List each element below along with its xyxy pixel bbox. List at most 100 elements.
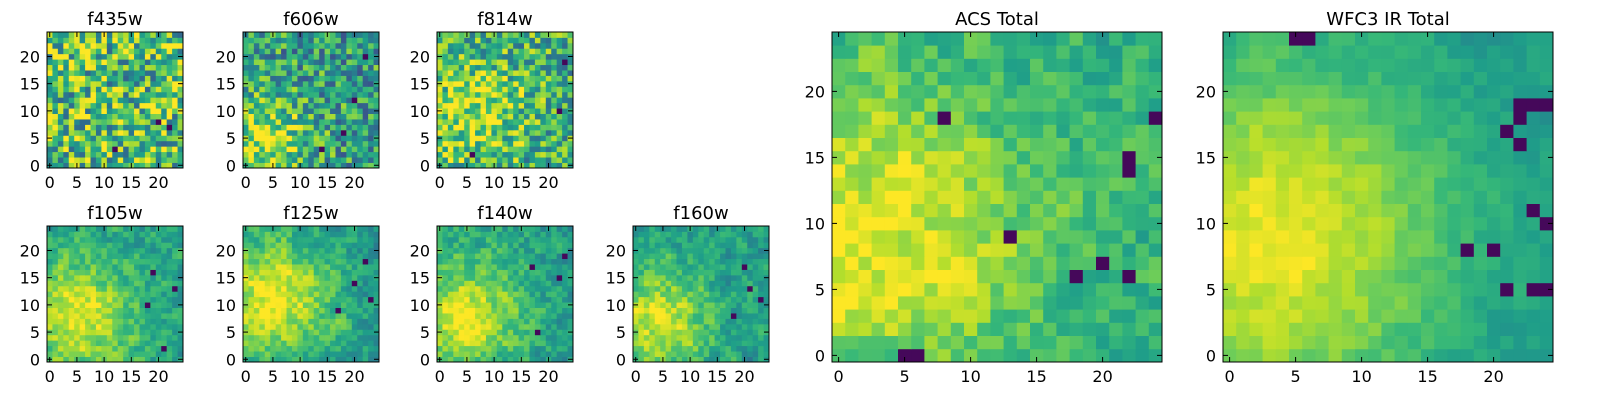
- heatmap-cell: [287, 329, 293, 335]
- heatmap-cell: [502, 248, 508, 254]
- heatmap-cell: [519, 141, 525, 147]
- heatmap-cell: [74, 37, 80, 43]
- heatmap-cell: [134, 286, 140, 292]
- heatmap-cell: [58, 86, 64, 92]
- heatmap-cell: [529, 270, 535, 276]
- heatmap-cell: [453, 146, 459, 152]
- heatmap-cell: [308, 275, 314, 281]
- heatmap-cell: [134, 275, 140, 281]
- heatmap-cell: [145, 54, 151, 60]
- heatmap-cell: [270, 92, 276, 98]
- heatmap-cell: [330, 280, 336, 286]
- heatmap-cell: [346, 157, 352, 163]
- y-tick-label: 15: [20, 269, 40, 288]
- heatmap-cell: [698, 237, 704, 243]
- heatmap-cell: [1030, 204, 1044, 218]
- heatmap-cell: [341, 335, 347, 341]
- heatmap-cell: [671, 280, 677, 286]
- heatmap-cell: [248, 141, 254, 147]
- heatmap-cell: [335, 259, 341, 265]
- heatmap-cell: [335, 157, 341, 163]
- heatmap-cell: [74, 59, 80, 65]
- heatmap-cell: [314, 124, 320, 130]
- heatmap-cell: [63, 81, 69, 87]
- heatmap-cell: [319, 231, 325, 237]
- heatmap-cell: [529, 37, 535, 43]
- heatmap-cell: [134, 297, 140, 303]
- heatmap-cell: [69, 48, 75, 54]
- heatmap-cell: [47, 280, 53, 286]
- heatmap-cell: [123, 231, 129, 237]
- heatmap-cell: [58, 76, 64, 82]
- heatmap-cell: [682, 313, 688, 319]
- heatmap-cell: [335, 308, 341, 314]
- heatmap-cell: [287, 242, 293, 248]
- heatmap-cell: [524, 108, 530, 114]
- heatmap-cell: [491, 291, 497, 297]
- heatmap-cell: [486, 54, 492, 60]
- heatmap-cell: [747, 237, 753, 243]
- heatmap-cell: [464, 253, 470, 259]
- heatmap-cell: [129, 259, 135, 265]
- heatmap-cell: [150, 135, 156, 141]
- heatmap-cell: [551, 351, 557, 357]
- heatmap-cell: [292, 119, 298, 125]
- heatmap-cell: [368, 152, 374, 158]
- heatmap-cell: [58, 253, 64, 259]
- heatmap-cell: [276, 308, 282, 314]
- heatmap-cell: [491, 351, 497, 357]
- heatmap-cell: [357, 335, 363, 341]
- heatmap-cell: [540, 59, 546, 65]
- heatmap-cell: [709, 253, 715, 259]
- heatmap-cell: [649, 253, 655, 259]
- heatmap-cell: [459, 264, 465, 270]
- heatmap-cell: [1017, 230, 1031, 244]
- heatmap-cell: [118, 146, 124, 152]
- heatmap-cell: [85, 135, 91, 141]
- heatmap-cell: [1004, 336, 1018, 350]
- heatmap-cell: [481, 81, 487, 87]
- heatmap-cell: [546, 152, 552, 158]
- heatmap-cell: [725, 270, 731, 276]
- heatmap-cell: [448, 103, 454, 109]
- heatmap-cell: [167, 65, 173, 71]
- heatmap-cell: [118, 119, 124, 125]
- heatmap-cell: [742, 308, 748, 314]
- heatmap-cell: [524, 242, 530, 248]
- heatmap-cell: [156, 76, 162, 82]
- heatmap-cell: [715, 275, 721, 281]
- heatmap-cell: [352, 65, 358, 71]
- heatmap-cell: [357, 329, 363, 335]
- heatmap-cell: [308, 318, 314, 324]
- heatmap-cell: [562, 291, 568, 297]
- heatmap-cell: [924, 349, 938, 363]
- heatmap-cell: [161, 351, 167, 357]
- heatmap-cell: [248, 32, 254, 38]
- heatmap-cell: [453, 318, 459, 324]
- heatmap-cell: [437, 270, 443, 276]
- heatmap-cell: [470, 157, 476, 163]
- heatmap-cell: [161, 92, 167, 98]
- heatmap-cell: [74, 152, 80, 158]
- heatmap-cell: [91, 302, 97, 308]
- y-tick-label: 0: [420, 350, 430, 369]
- heatmap-cell: [1070, 296, 1084, 310]
- heatmap-cell: [107, 157, 113, 163]
- heatmap-cell: [666, 270, 672, 276]
- heatmap-cell: [475, 97, 481, 103]
- heatmap-cell: [453, 329, 459, 335]
- heatmap-cell: [535, 253, 541, 259]
- heatmap-cell: [481, 237, 487, 243]
- heatmap-cell: [562, 108, 568, 114]
- heatmap-cell: [470, 286, 476, 292]
- heatmap-cell: [551, 48, 557, 54]
- heatmap-cell: [486, 157, 492, 163]
- heatmap-cell: [123, 124, 129, 130]
- heatmap-cell: [80, 308, 86, 314]
- heatmap-cell: [325, 43, 331, 49]
- heatmap-cell: [481, 231, 487, 237]
- heatmap-cell: [156, 70, 162, 76]
- heatmap-cell: [437, 124, 443, 130]
- heatmap-cell: [540, 248, 546, 254]
- heatmap-cell: [368, 86, 374, 92]
